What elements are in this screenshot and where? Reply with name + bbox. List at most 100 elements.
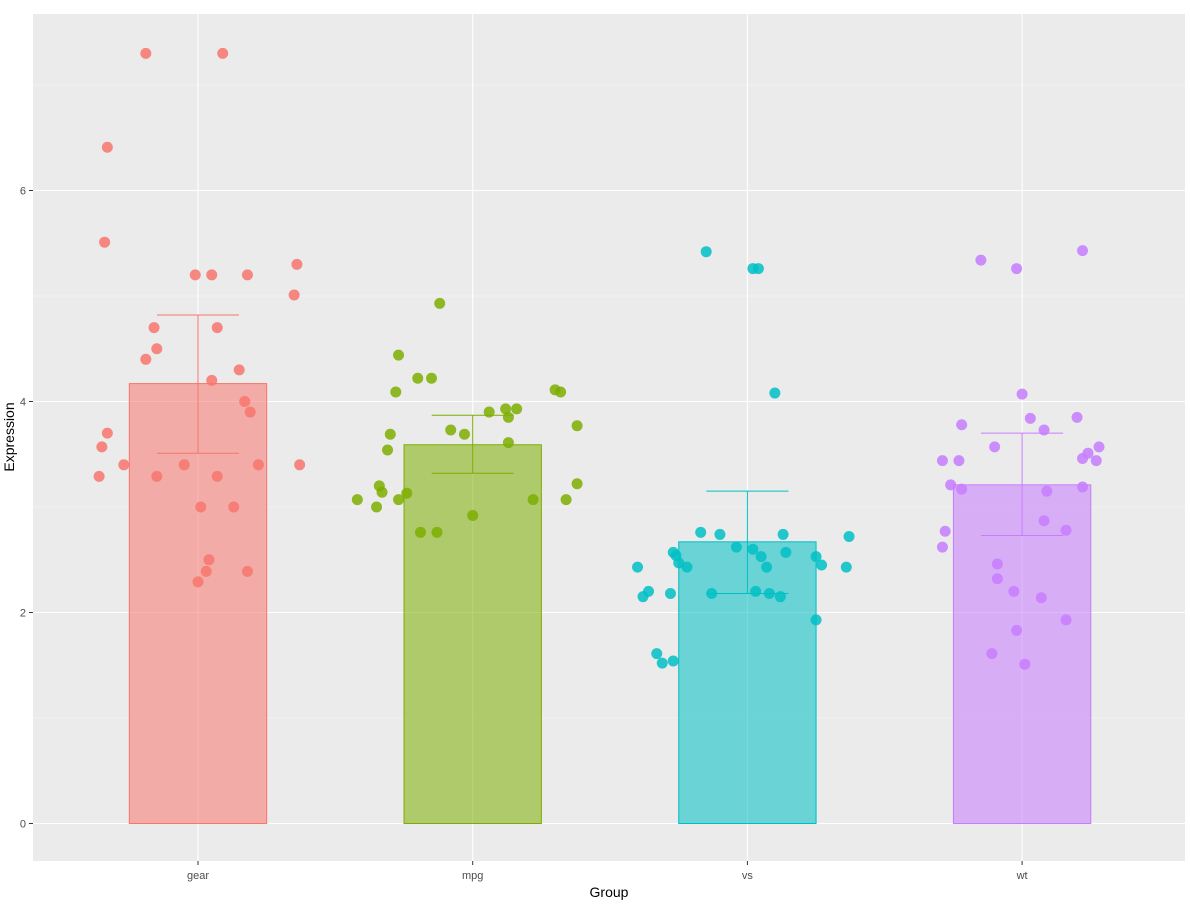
data-point-wt <box>936 541 948 553</box>
data-point-mpg <box>467 509 479 521</box>
bars <box>128 383 1092 824</box>
data-point-gear <box>151 343 163 355</box>
data-point-mpg <box>560 494 572 506</box>
bar-wt <box>952 484 1092 824</box>
data-point-mpg <box>390 386 402 398</box>
data-point-vs <box>840 561 852 573</box>
data-point-wt <box>1041 485 1053 497</box>
y-tick-label: 6 <box>20 186 26 198</box>
data-point-mpg <box>401 487 413 499</box>
data-point-wt <box>1077 245 1089 257</box>
data-point-gear <box>203 554 215 566</box>
data-point-vs <box>777 528 789 540</box>
data-point-vs <box>769 387 781 399</box>
data-point-mpg <box>445 424 457 436</box>
data-point-gear <box>200 565 212 577</box>
data-point-gear <box>291 258 303 270</box>
data-point-wt <box>1024 412 1036 424</box>
data-point-wt <box>1077 452 1089 464</box>
data-point-vs <box>810 614 822 626</box>
x-tick-label: mpg <box>462 870 483 882</box>
data-point-vs <box>714 528 726 540</box>
data-point-wt <box>1071 411 1083 423</box>
data-point-gear <box>228 501 240 513</box>
data-point-mpg <box>500 403 512 415</box>
data-point-gear <box>211 322 223 334</box>
data-point-wt <box>1077 481 1089 493</box>
x-tick-label: wt <box>1016 870 1028 882</box>
data-point-vs <box>673 557 685 569</box>
data-point-gear <box>252 459 264 471</box>
data-point-wt <box>1016 388 1028 400</box>
data-point-mpg <box>351 494 363 506</box>
data-point-wt <box>1060 524 1072 536</box>
data-point-gear <box>101 427 113 439</box>
data-point-wt <box>936 455 948 467</box>
data-point-gear <box>239 396 251 407</box>
data-point-wt <box>945 479 957 491</box>
data-point-vs <box>632 561 644 573</box>
data-point-mpg <box>571 420 583 432</box>
data-point-wt <box>939 525 951 537</box>
data-point-gear <box>217 47 229 59</box>
data-point-gear <box>140 353 152 365</box>
data-point-wt <box>1008 585 1020 597</box>
data-point-vs <box>681 561 693 573</box>
data-point-wt <box>986 648 998 660</box>
data-point-wt <box>1038 424 1050 436</box>
data-point-vs <box>656 657 668 669</box>
data-point-gear <box>195 501 207 513</box>
data-point-vs <box>816 559 828 571</box>
data-point-gear <box>148 322 160 334</box>
data-point-gear <box>99 236 111 248</box>
data-point-gear <box>244 406 256 418</box>
data-point-vs <box>750 585 762 597</box>
data-point-gear <box>241 565 253 577</box>
data-point-vs <box>651 648 663 660</box>
data-point-gear <box>288 289 300 301</box>
data-point-wt <box>1035 592 1047 604</box>
data-point-wt <box>1019 658 1031 670</box>
bar-mpg <box>403 444 542 824</box>
data-point-mpg <box>393 494 405 506</box>
data-point-wt <box>989 441 1001 453</box>
x-tick-label: gear <box>187 870 209 882</box>
data-point-gear <box>241 269 253 281</box>
data-point-gear <box>178 459 190 471</box>
data-point-mpg <box>425 372 437 384</box>
data-point-mpg <box>431 526 443 538</box>
data-point-vs <box>810 551 822 563</box>
data-point-mpg <box>527 494 539 506</box>
y-tick-label: 4 <box>20 397 26 409</box>
data-point-mpg <box>502 437 514 449</box>
data-point-mpg <box>376 486 388 498</box>
data-point-gear <box>93 470 105 482</box>
data-point-gear <box>206 374 218 386</box>
data-point-wt <box>1060 614 1072 626</box>
x-axis-ticks: gear mpg vs wt <box>187 861 1028 882</box>
data-point-mpg <box>382 444 394 456</box>
data-point-mpg <box>511 403 523 415</box>
data-point-mpg <box>458 428 470 440</box>
data-point-wt <box>991 573 1003 585</box>
data-point-gear <box>151 470 163 482</box>
data-point-gear <box>233 364 245 376</box>
data-point-mpg <box>571 478 583 490</box>
data-point-vs <box>763 588 775 600</box>
data-point-mpg <box>415 526 427 538</box>
y-tick-label: 2 <box>20 608 26 620</box>
y-axis-title: Expression <box>1 402 17 471</box>
data-point-wt <box>953 455 965 467</box>
data-point-gear <box>101 141 113 153</box>
data-point-gear <box>189 269 201 281</box>
data-point-wt <box>1093 441 1105 453</box>
data-point-gear <box>211 470 223 482</box>
x-axis-title: Group <box>590 884 629 900</box>
data-point-vs <box>695 526 707 538</box>
data-point-wt <box>1011 624 1023 636</box>
data-point-vs <box>761 561 773 573</box>
data-point-mpg <box>483 406 495 418</box>
data-point-vs <box>706 588 718 600</box>
data-point-wt <box>975 254 987 266</box>
